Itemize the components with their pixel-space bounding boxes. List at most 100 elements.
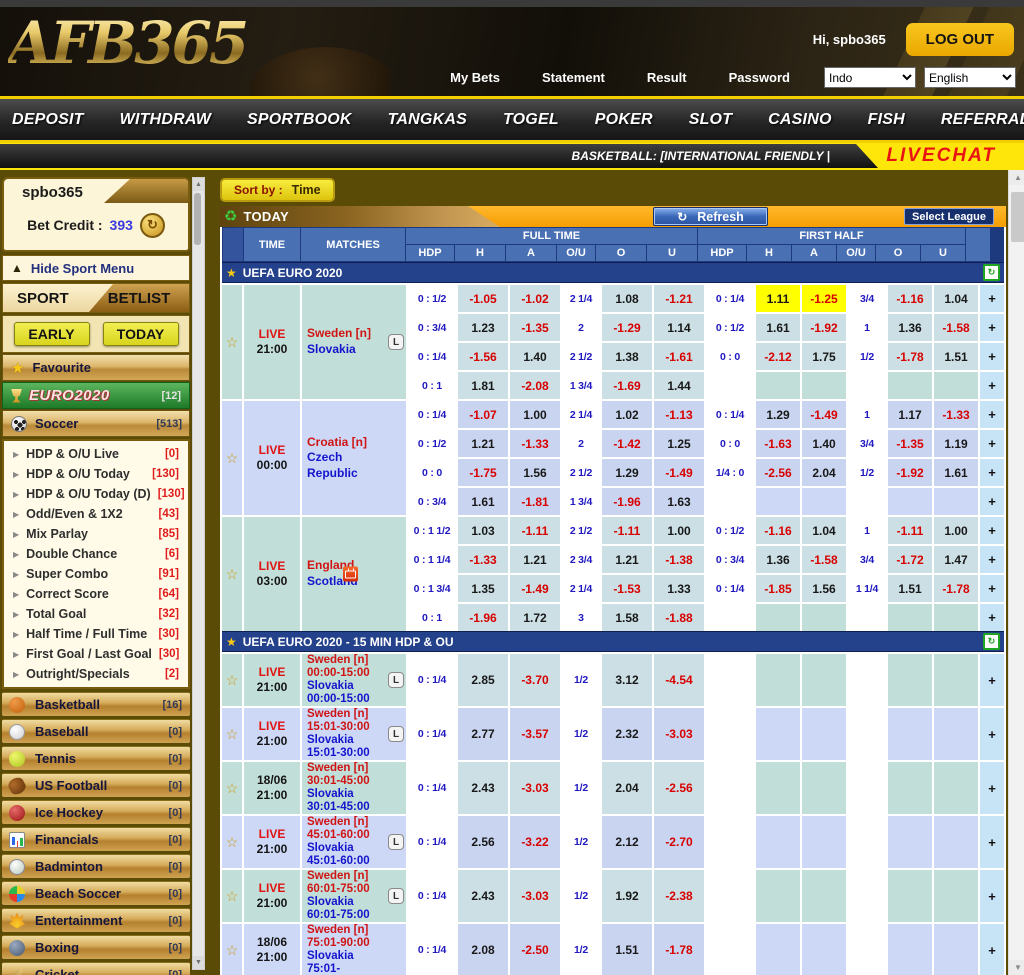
- odds-cell[interactable]: 1.29: [602, 459, 652, 486]
- nav-item-sportbook[interactable]: SPORTBOOK: [247, 110, 352, 128]
- odds-cell[interactable]: 2 1/2: [562, 343, 600, 370]
- odds-cell[interactable]: -1.78: [934, 575, 978, 602]
- odds-cell[interactable]: 1.21: [602, 546, 652, 573]
- favourite-star-toggle[interactable]: ☆: [222, 285, 242, 399]
- favourite-star-toggle[interactable]: ☆: [222, 517, 242, 631]
- refresh-coin-icon[interactable]: ↻: [139, 212, 165, 238]
- odds-cell[interactable]: 2.85: [458, 654, 508, 706]
- odds-cell[interactable]: 1.75: [802, 343, 846, 370]
- sidebar-item-soccer[interactable]: Soccer [513]: [2, 410, 190, 437]
- sidebar-item-favourite[interactable]: ★ Favourite: [2, 354, 190, 381]
- odds-cell[interactable]: -1.81: [510, 488, 560, 515]
- odds-cell[interactable]: -2.70: [654, 816, 704, 868]
- nav-item-referral[interactable]: REFERRAL: [940, 110, 1024, 128]
- language-select-1[interactable]: Indo: [824, 67, 916, 88]
- select-league-button[interactable]: Select League: [904, 208, 994, 225]
- odds-cell[interactable]: 0 : 1/4: [408, 401, 456, 428]
- sidebar-scrollbar-thumb[interactable]: [194, 193, 201, 245]
- nav-item-withdraw[interactable]: WITHDRAW: [119, 110, 211, 128]
- odds-cell[interactable]: 0 : 1: [408, 372, 456, 399]
- odds-cell[interactable]: -1.21: [654, 285, 704, 312]
- favourite-star-toggle[interactable]: ☆: [222, 708, 242, 760]
- odds-cell[interactable]: 0 : 1/4: [706, 401, 754, 428]
- odds-cell[interactable]: 1.40: [510, 343, 560, 370]
- submenu-item-half-time-full-time[interactable]: ▶ Half Time / Full Time [30]: [4, 624, 188, 644]
- odds-cell[interactable]: 1.00: [934, 517, 978, 544]
- odds-cell[interactable]: -1.85: [756, 575, 800, 602]
- odds-cell[interactable]: 1/2: [848, 343, 886, 370]
- odds-cell[interactable]: -1.61: [654, 343, 704, 370]
- odds-cell[interactable]: -1.13: [654, 401, 704, 428]
- odds-cell[interactable]: 0 : 0: [706, 430, 754, 457]
- odds-cell[interactable]: 1: [848, 517, 886, 544]
- odds-cell[interactable]: 2 1/4: [562, 401, 600, 428]
- submenu-item-super-combo[interactable]: ▶ Super Combo [91]: [4, 564, 188, 584]
- odds-cell[interactable]: 1.81: [458, 372, 508, 399]
- add-bet-button[interactable]: +: [980, 762, 1004, 814]
- favourite-star-toggle[interactable]: ☆: [222, 401, 242, 515]
- odds-cell[interactable]: -1.49: [510, 575, 560, 602]
- odds-cell[interactable]: 1.35: [458, 575, 508, 602]
- odds-cell[interactable]: 1.17: [888, 401, 932, 428]
- odds-cell[interactable]: 1.38: [602, 343, 652, 370]
- page-scroll-down-icon[interactable]: ▼: [1009, 960, 1024, 975]
- odds-cell[interactable]: 1/2: [562, 816, 600, 868]
- submenu-item-total-goal[interactable]: ▶ Total Goal [32]: [4, 604, 188, 624]
- odds-cell[interactable]: 0 : 1/4: [706, 285, 754, 312]
- favourite-star-toggle[interactable]: ☆: [222, 654, 242, 706]
- language-select-2[interactable]: English: [924, 67, 1016, 88]
- odds-cell[interactable]: 2.43: [458, 762, 508, 814]
- nav-item-deposit[interactable]: DEPOSIT: [12, 110, 84, 128]
- odds-cell[interactable]: -3.22: [510, 816, 560, 868]
- odds-cell[interactable]: 0 : 3/4: [408, 488, 456, 515]
- add-bet-button[interactable]: +: [980, 517, 1004, 544]
- sidebar-item-boxing[interactable]: Boxing [0]: [2, 935, 190, 959]
- odds-cell[interactable]: 1.19: [934, 430, 978, 457]
- submenu-item-first-goal-last-goal[interactable]: ▶ First Goal / Last Goal [30]: [4, 644, 188, 664]
- odds-cell[interactable]: -1.78: [888, 343, 932, 370]
- odds-cell[interactable]: 3/4: [848, 285, 886, 312]
- odds-cell[interactable]: 0 : 1 1/2: [408, 517, 456, 544]
- odds-cell[interactable]: 2.04: [602, 762, 652, 814]
- odds-cell[interactable]: 2.08: [458, 924, 508, 975]
- odds-cell[interactable]: -2.56: [756, 459, 800, 486]
- add-bet-button[interactable]: +: [980, 459, 1004, 486]
- odds-cell[interactable]: 1/2: [562, 924, 600, 975]
- odds-cell[interactable]: 0 : 1 1/4: [408, 546, 456, 573]
- odds-cell[interactable]: 1/2: [562, 870, 600, 922]
- odds-cell[interactable]: -1.33: [510, 430, 560, 457]
- odds-cell[interactable]: 2.32: [602, 708, 652, 760]
- odds-cell[interactable]: 2 1/4: [562, 285, 600, 312]
- add-bet-button[interactable]: +: [980, 654, 1004, 706]
- odds-cell[interactable]: 1/2: [562, 654, 600, 706]
- odds-cell[interactable]: 1.08: [602, 285, 652, 312]
- odds-cell[interactable]: -1.75: [458, 459, 508, 486]
- odds-cell[interactable]: 0 : 1: [408, 604, 456, 631]
- odds-cell[interactable]: -1.16: [756, 517, 800, 544]
- odds-cell[interactable]: 1.33: [654, 575, 704, 602]
- odds-cell[interactable]: -1.38: [654, 546, 704, 573]
- odds-cell[interactable]: -3.03: [510, 762, 560, 814]
- odds-cell[interactable]: -1.63: [756, 430, 800, 457]
- odds-cell[interactable]: 0 : 1/4: [408, 762, 456, 814]
- add-bet-button[interactable]: +: [980, 343, 1004, 370]
- odds-cell[interactable]: 3: [562, 604, 600, 631]
- odds-cell[interactable]: -4.54: [654, 654, 704, 706]
- nav-item-togel[interactable]: TOGEL: [502, 110, 559, 128]
- odds-cell[interactable]: 1.44: [654, 372, 704, 399]
- sort-by-button[interactable]: Sort by : Time: [220, 178, 335, 202]
- odds-cell[interactable]: -1.35: [510, 314, 560, 341]
- odds-cell[interactable]: -2.56: [654, 762, 704, 814]
- odds-cell[interactable]: 0 : 1/2: [706, 517, 754, 544]
- submenu-item-hdp-o-u-live[interactable]: ▶ HDP & O/U Live [0]: [4, 444, 188, 464]
- odds-cell[interactable]: 1: [848, 314, 886, 341]
- add-bet-button[interactable]: +: [980, 816, 1004, 868]
- odds-cell[interactable]: 1.04: [934, 285, 978, 312]
- odds-cell[interactable]: -1.69: [602, 372, 652, 399]
- sidebar-item-euro2020[interactable]: EURO2020 [12]: [2, 382, 190, 409]
- odds-cell[interactable]: 3/4: [848, 546, 886, 573]
- odds-cell[interactable]: -1.11: [888, 517, 932, 544]
- add-bet-button[interactable]: +: [980, 372, 1004, 399]
- odds-cell[interactable]: 1.51: [934, 343, 978, 370]
- odds-cell[interactable]: 1.14: [654, 314, 704, 341]
